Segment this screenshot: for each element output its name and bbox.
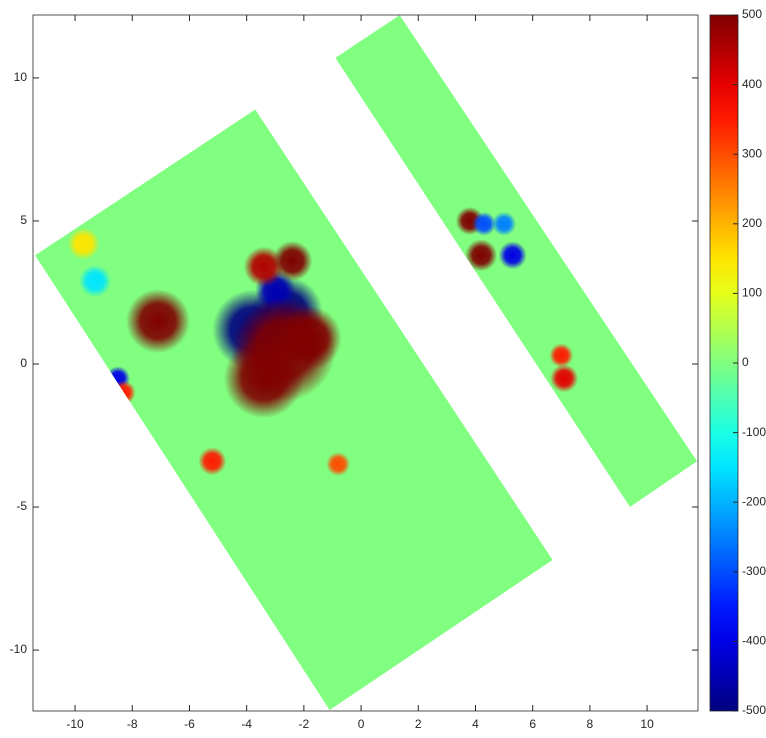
anomaly [326, 452, 351, 477]
y-tick-label: 5 [20, 213, 27, 227]
colorbar-tick-label: -100 [742, 425, 766, 439]
colorbar-tick-label: -500 [742, 703, 766, 717]
anomaly [67, 227, 100, 260]
x-tick-label: 4 [472, 717, 479, 731]
anomaly [79, 265, 112, 298]
anomaly [549, 343, 574, 368]
colorbar-tick-label: -300 [742, 564, 766, 578]
colorbar-tick-label: 400 [742, 77, 762, 91]
x-tick-label: 10 [640, 717, 654, 731]
anomaly [465, 239, 498, 272]
colorbar-tick-label: 500 [742, 7, 762, 21]
colorbar-tick-label: 200 [742, 216, 762, 230]
anomaly [550, 364, 579, 393]
anomaly [198, 447, 227, 476]
anomaly [125, 289, 191, 354]
x-tick-label: 0 [358, 717, 365, 731]
x-tick-label: 6 [529, 717, 536, 731]
y-tick-label: 0 [20, 356, 27, 370]
anomaly [111, 380, 136, 405]
x-tick-label: -8 [127, 717, 138, 731]
colorbar-tick-label: -200 [742, 494, 766, 508]
colorbar-tick-label: 100 [742, 286, 762, 300]
axes-box [32, 14, 699, 712]
anomaly [472, 211, 497, 236]
y-tick-label: -10 [10, 642, 28, 656]
anomaly [492, 211, 517, 236]
colorbar-tick-label: 300 [742, 146, 762, 160]
y-tick-label: -5 [16, 499, 27, 513]
anomaly [272, 240, 313, 282]
x-tick-label: 8 [587, 717, 594, 731]
colorbar-tick-label: -400 [742, 634, 766, 648]
anomaly [277, 306, 342, 371]
x-tick-label: -4 [241, 717, 252, 731]
axes: -10 -8 -6 -4 -2 0 2 4 6 8 10 -10 -5 0 5 10 -500 -400 -300 -… [10, 7, 766, 731]
x-tick-label: 2 [415, 717, 422, 731]
y-tick-label: 10 [14, 70, 28, 84]
field [35, 15, 698, 711]
x-tick-label: -10 [66, 717, 84, 731]
region [35, 109, 553, 711]
colorbar-tick-label: 0 [742, 355, 749, 369]
x-tick-label: -2 [299, 717, 310, 731]
anomaly [498, 241, 527, 270]
x-tick-label: -6 [184, 717, 195, 731]
anomaly [223, 338, 304, 419]
